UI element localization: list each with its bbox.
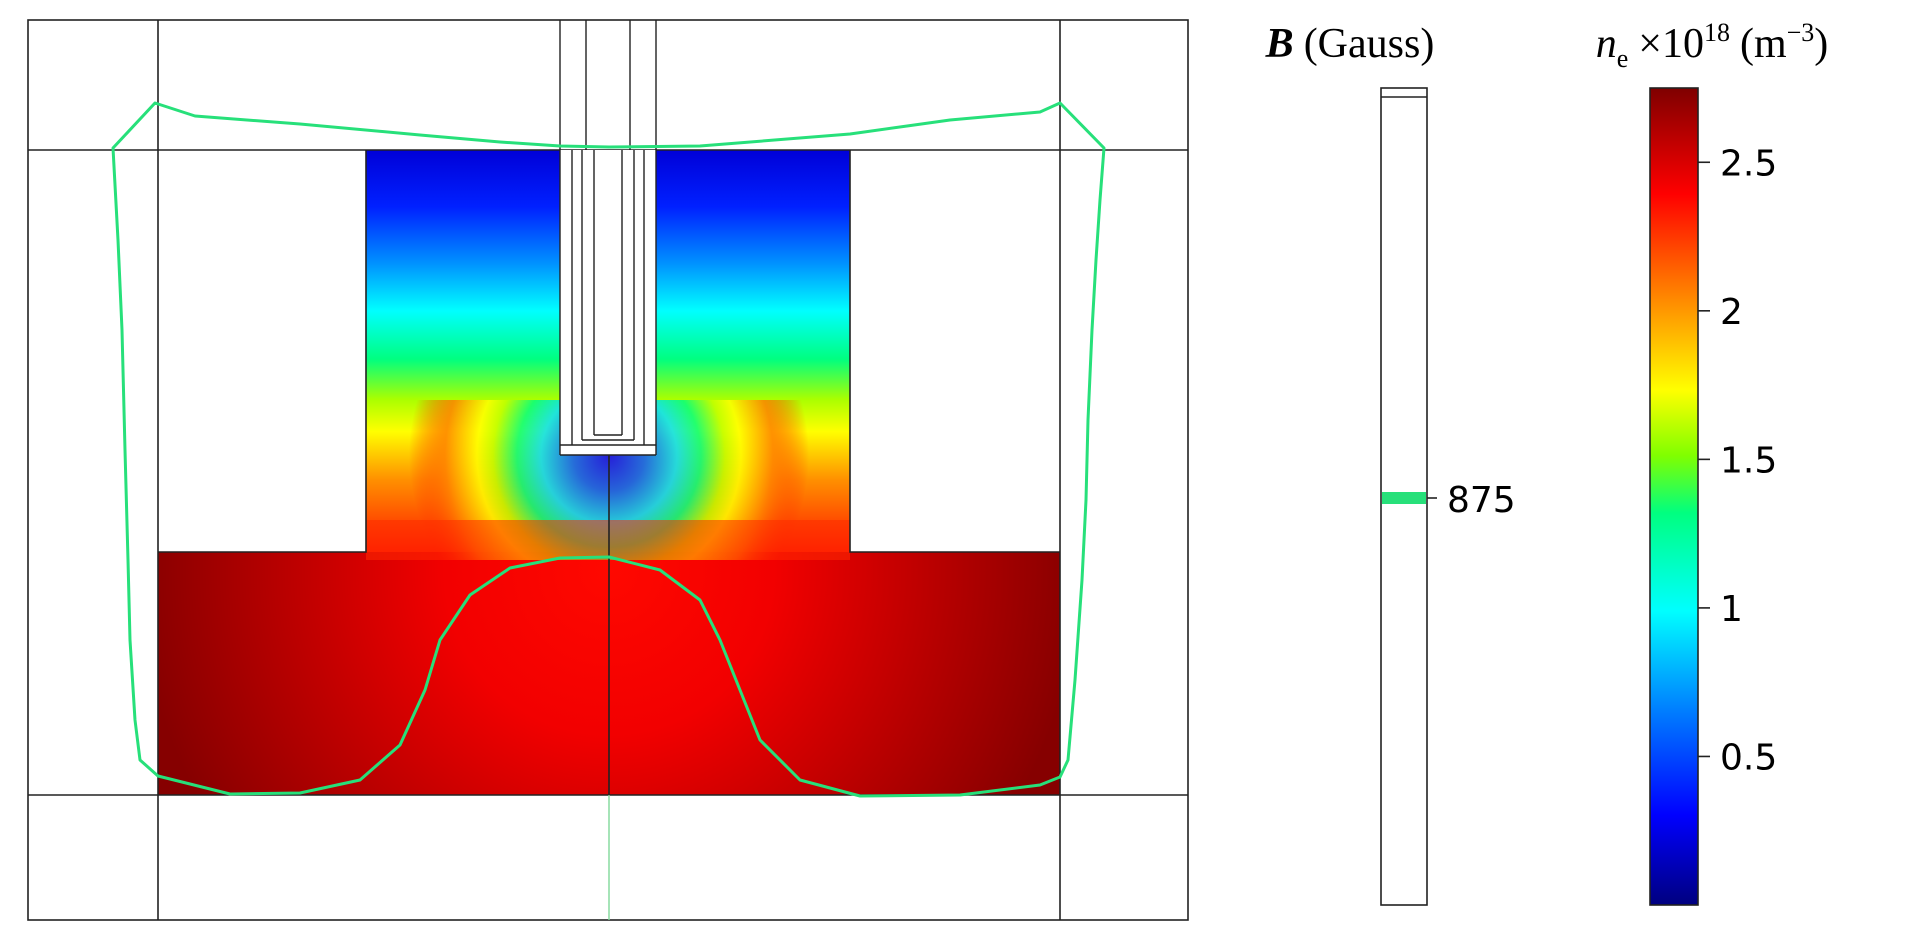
resonance-contours xyxy=(111,101,1106,798)
outer-resonance-contour xyxy=(111,101,1106,798)
colorbar-tick-label: 0.5 xyxy=(1720,737,1777,778)
b-contour-label: 875 xyxy=(1447,480,1516,521)
magnetic-field-legend: B (Gauss) 875 xyxy=(1265,21,1516,906)
colorbar-tick-label: 1 xyxy=(1720,589,1743,630)
density-colorbar-legend: ne ×1018 (m−3) 2.5 2 1.5 1 0.5 xyxy=(1596,18,1829,906)
colorbar-tick-label: 1.5 xyxy=(1720,440,1777,481)
simulation-domain xyxy=(27,19,1189,921)
colorbar-ticks: 2.5 2 1.5 1 0.5 xyxy=(1698,143,1777,778)
field-blend xyxy=(366,520,850,560)
geometry-outlines xyxy=(27,19,1189,921)
b-legend-title: B (Gauss) xyxy=(1265,21,1435,67)
density-colorbar xyxy=(1649,87,1699,906)
density-legend-title: ne ×1018 (m−3) xyxy=(1596,18,1829,73)
coaxial-probe xyxy=(559,20,657,920)
right-step-outline xyxy=(849,150,1060,553)
left-step-outline xyxy=(158,150,367,553)
colorbar-tick-label: 2.5 xyxy=(1720,143,1777,184)
colorbar-tick-label: 2 xyxy=(1720,292,1743,333)
b-contour-swatch xyxy=(1382,492,1426,504)
outer-boundary xyxy=(27,19,1189,921)
